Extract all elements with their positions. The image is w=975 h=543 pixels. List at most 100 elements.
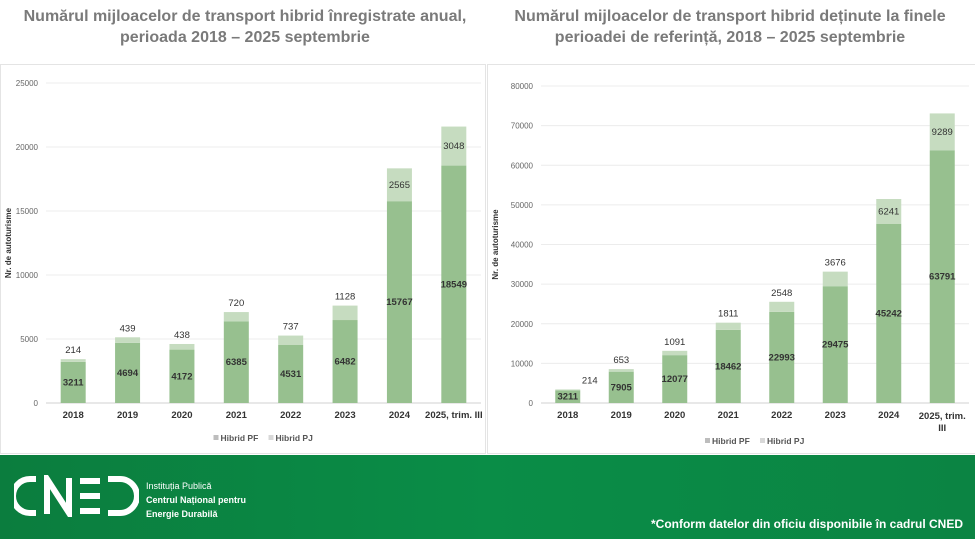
data-label: 4531 bbox=[280, 369, 302, 380]
y-tick-label: 10000 bbox=[16, 271, 39, 280]
y-tick-label: 0 bbox=[529, 399, 534, 408]
y-tick-label: 15000 bbox=[16, 207, 39, 216]
x-tick-label: 2022 bbox=[280, 410, 301, 421]
bar-pj bbox=[223, 312, 249, 322]
data-label: 3048 bbox=[443, 141, 464, 152]
bar-pf bbox=[769, 311, 795, 403]
bar-pj bbox=[115, 337, 141, 343]
x-tick-label: 2018 bbox=[63, 410, 84, 421]
x-tick-label: 2020 bbox=[664, 410, 685, 421]
bar-pf bbox=[662, 355, 688, 403]
data-label: 1128 bbox=[335, 292, 355, 303]
y-tick-label: 70000 bbox=[511, 122, 534, 131]
x-tick-label: III bbox=[938, 423, 946, 434]
bar-pf bbox=[822, 286, 848, 403]
data-label: 63791 bbox=[929, 272, 956, 283]
data-label: 3211 bbox=[557, 392, 578, 403]
footer-banner: Instituția Publică Centrul Național pent… bbox=[0, 455, 975, 539]
chart-title-annual: Numărul mijloacelor de transport hibrid … bbox=[23, 8, 467, 46]
cned-logo bbox=[14, 475, 139, 517]
data-label: 45242 bbox=[876, 308, 902, 319]
bar-pf bbox=[278, 345, 304, 403]
x-tick-label: 2021 bbox=[226, 410, 248, 421]
bar-pj bbox=[662, 350, 688, 356]
x-tick-label: 2025, trim. bbox=[919, 411, 966, 422]
bar-pj bbox=[441, 126, 467, 166]
data-label: 15767 bbox=[386, 297, 412, 308]
legend-swatch bbox=[705, 438, 710, 443]
x-tick-label: 2019 bbox=[611, 410, 632, 421]
data-label: 720 bbox=[228, 298, 244, 309]
data-label: 1091 bbox=[664, 337, 685, 348]
data-label: 737 bbox=[283, 322, 299, 333]
data-label: 7905 bbox=[611, 382, 633, 393]
bar-pj bbox=[929, 113, 955, 151]
y-tick-label: 60000 bbox=[511, 161, 534, 170]
data-label: 214 bbox=[65, 345, 81, 356]
chart-panel-annual: 0 5000 10000 15000 20000 25000 Nr. de autoturi… bbox=[0, 64, 486, 454]
bar-pf bbox=[60, 361, 86, 403]
y-tick-label: 10000 bbox=[511, 359, 534, 368]
y-tick-label: 80000 bbox=[511, 82, 534, 91]
institution-line: Centrul Național pentru bbox=[146, 495, 247, 505]
bar-pf bbox=[169, 349, 195, 403]
bar-pf bbox=[115, 342, 141, 403]
bar-pj bbox=[60, 359, 86, 362]
x-tick-label: 2025, trim. III bbox=[425, 410, 483, 421]
institution-line: Instituția Publică bbox=[146, 481, 212, 491]
legend-label: Hibrid PF bbox=[221, 433, 259, 443]
data-label: 214 bbox=[582, 375, 598, 386]
institution-name: Instituția Publică Centrul Național pent… bbox=[146, 479, 246, 521]
legend-swatch bbox=[213, 435, 219, 440]
bar-pj bbox=[555, 389, 581, 391]
bar-pj bbox=[822, 271, 848, 287]
y-tick-label: 5000 bbox=[20, 335, 38, 344]
bar-pj bbox=[769, 301, 795, 312]
source-note: *Conform datelor din oficiu disponibile … bbox=[650, 517, 963, 531]
data-label: 4172 bbox=[171, 371, 192, 382]
data-label: 2565 bbox=[389, 180, 410, 191]
y-tick-label: 40000 bbox=[511, 241, 534, 250]
data-label: 29475 bbox=[822, 340, 849, 351]
y-axis-label: Nr. de autoturisme bbox=[4, 207, 13, 278]
x-tick-label: 2023 bbox=[825, 410, 846, 421]
bar-pf bbox=[332, 320, 358, 403]
bar-pf bbox=[441, 165, 467, 403]
bar-pf bbox=[608, 371, 634, 403]
y-axis-label: Nr. de autoturisme bbox=[491, 209, 500, 280]
data-label: 18549 bbox=[441, 279, 467, 290]
data-label: 653 bbox=[613, 355, 629, 366]
data-label: 2548 bbox=[771, 288, 792, 299]
data-label: 18462 bbox=[715, 361, 741, 372]
bar-pf bbox=[223, 321, 249, 403]
y-tick-label: 50000 bbox=[511, 201, 534, 210]
data-label: 6385 bbox=[226, 357, 248, 368]
bar-pj bbox=[278, 335, 304, 346]
chart-title-stock: Numărul mijloacelor de transport hibrid … bbox=[514, 8, 946, 46]
x-tick-label: 2022 bbox=[771, 410, 792, 421]
x-tick-label: 2023 bbox=[334, 410, 355, 421]
data-label: 12077 bbox=[662, 374, 688, 385]
y-tick-label: 20000 bbox=[511, 320, 534, 329]
bar-chart-stock: 0 10000 20000 30000 40000 50000 60000 70000 8000… bbox=[491, 82, 969, 446]
legend-label: Hibrid PF bbox=[712, 436, 750, 446]
bar-chart-annual: 0 5000 10000 15000 20000 25000 Nr. de autoturi… bbox=[4, 79, 483, 443]
data-label: 3211 bbox=[63, 377, 84, 388]
x-tick-label: 2020 bbox=[171, 410, 192, 421]
data-label: 438 bbox=[174, 330, 190, 341]
data-label: 3676 bbox=[825, 258, 846, 269]
data-label: 4694 bbox=[117, 368, 139, 379]
bar-pj bbox=[876, 198, 902, 224]
x-tick-label: 2021 bbox=[718, 410, 740, 421]
chart-panel-stock: 0 10000 20000 30000 40000 50000 60000 70000 8000… bbox=[487, 64, 975, 454]
bar-pj bbox=[169, 343, 195, 350]
institution-line: Energie Durabilă bbox=[146, 509, 218, 519]
data-label: 9289 bbox=[932, 127, 953, 138]
bar-pj bbox=[332, 305, 358, 321]
y-tick-label: 25000 bbox=[16, 79, 39, 88]
legend-label: Hibrid PJ bbox=[276, 433, 314, 443]
y-tick-label: 30000 bbox=[511, 280, 534, 289]
bar-pf bbox=[715, 329, 741, 403]
bar-pj bbox=[715, 322, 741, 330]
x-tick-label: 2019 bbox=[117, 410, 138, 421]
